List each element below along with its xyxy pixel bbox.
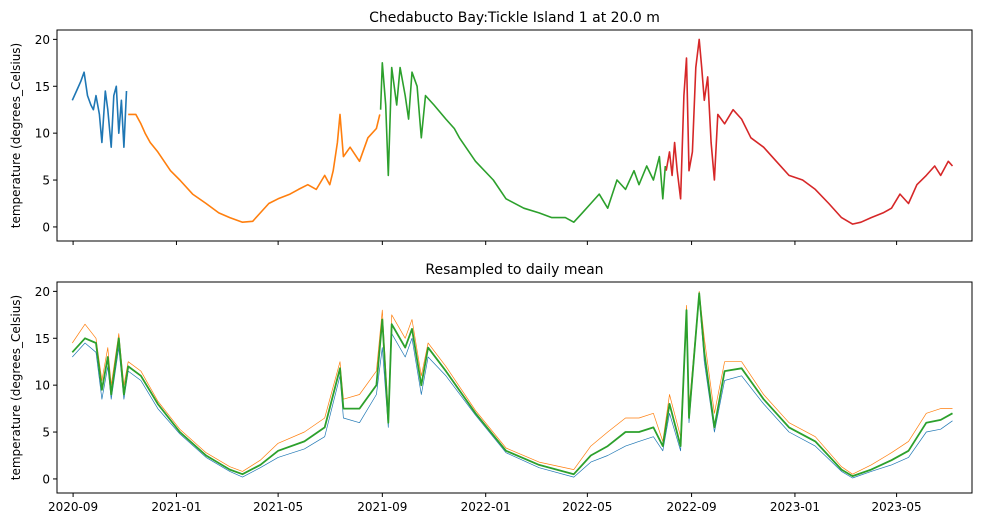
y-tick-label: 15 — [35, 80, 50, 94]
y-tick-label: 5 — [42, 174, 50, 188]
bottom-panel-title: Resampled to daily mean — [425, 262, 603, 278]
bottom-panel-ticks: 0 5 10 15 20 2020-09 2021-01 2021-05 2021-09 2022… — [35, 285, 922, 514]
x-tick-label: 2022-05 — [562, 500, 612, 514]
y-tick-label: 20 — [35, 285, 50, 299]
top-panel-frame — [56, 29, 973, 242]
bottom-panel-y-axis-label: temperature (degrees_Celsius) — [9, 295, 23, 480]
y-tick-label: 5 — [42, 426, 50, 440]
top-panel-title: Chedabucto Bay:Tickle Island 1 at 20.0 m — [369, 10, 660, 26]
x-tick-label: 2023-05 — [872, 500, 922, 514]
x-tick-label: 2020-09 — [48, 500, 98, 514]
top-panel-series — [71, 38, 954, 225]
series-line-daily-mean — [71, 292, 953, 478]
bottom-panel: Resampled to daily mean temperature (deg… — [9, 262, 973, 514]
y-tick-label: 20 — [35, 33, 50, 47]
y-tick-label: 0 — [42, 220, 50, 234]
y-tick-label: 10 — [35, 379, 50, 393]
series-line-daily-minimum — [72, 295, 953, 479]
series-line-daily-maximum — [72, 291, 953, 475]
x-tick-label: 2022-09 — [666, 500, 716, 514]
series-line-deployment-3 — [379, 61, 667, 223]
top-panel-y-axis-label: temperature (degrees_Celsius) — [9, 43, 23, 228]
bottom-panel-frame — [56, 281, 973, 494]
series-line-deployment-2 — [128, 113, 381, 223]
series-line-deployment-1 — [71, 71, 128, 148]
series-line-deployment-4 — [665, 38, 954, 225]
y-tick-label: 15 — [35, 332, 50, 346]
y-tick-label: 0 — [42, 472, 50, 486]
y-tick-label: 10 — [35, 127, 50, 141]
bottom-panel-series — [71, 291, 953, 479]
x-tick-label: 2021-05 — [253, 500, 303, 514]
x-tick-label: 2023-01 — [770, 500, 820, 514]
x-tick-label: 2021-09 — [357, 500, 407, 514]
x-tick-label: 2022-01 — [461, 500, 511, 514]
top-panel: Chedabucto Bay:Tickle Island 1 at 20.0 m… — [9, 10, 973, 245]
top-panel-ticks: 0 5 10 15 20 — [35, 33, 898, 245]
x-tick-label: 2021-01 — [151, 500, 201, 514]
